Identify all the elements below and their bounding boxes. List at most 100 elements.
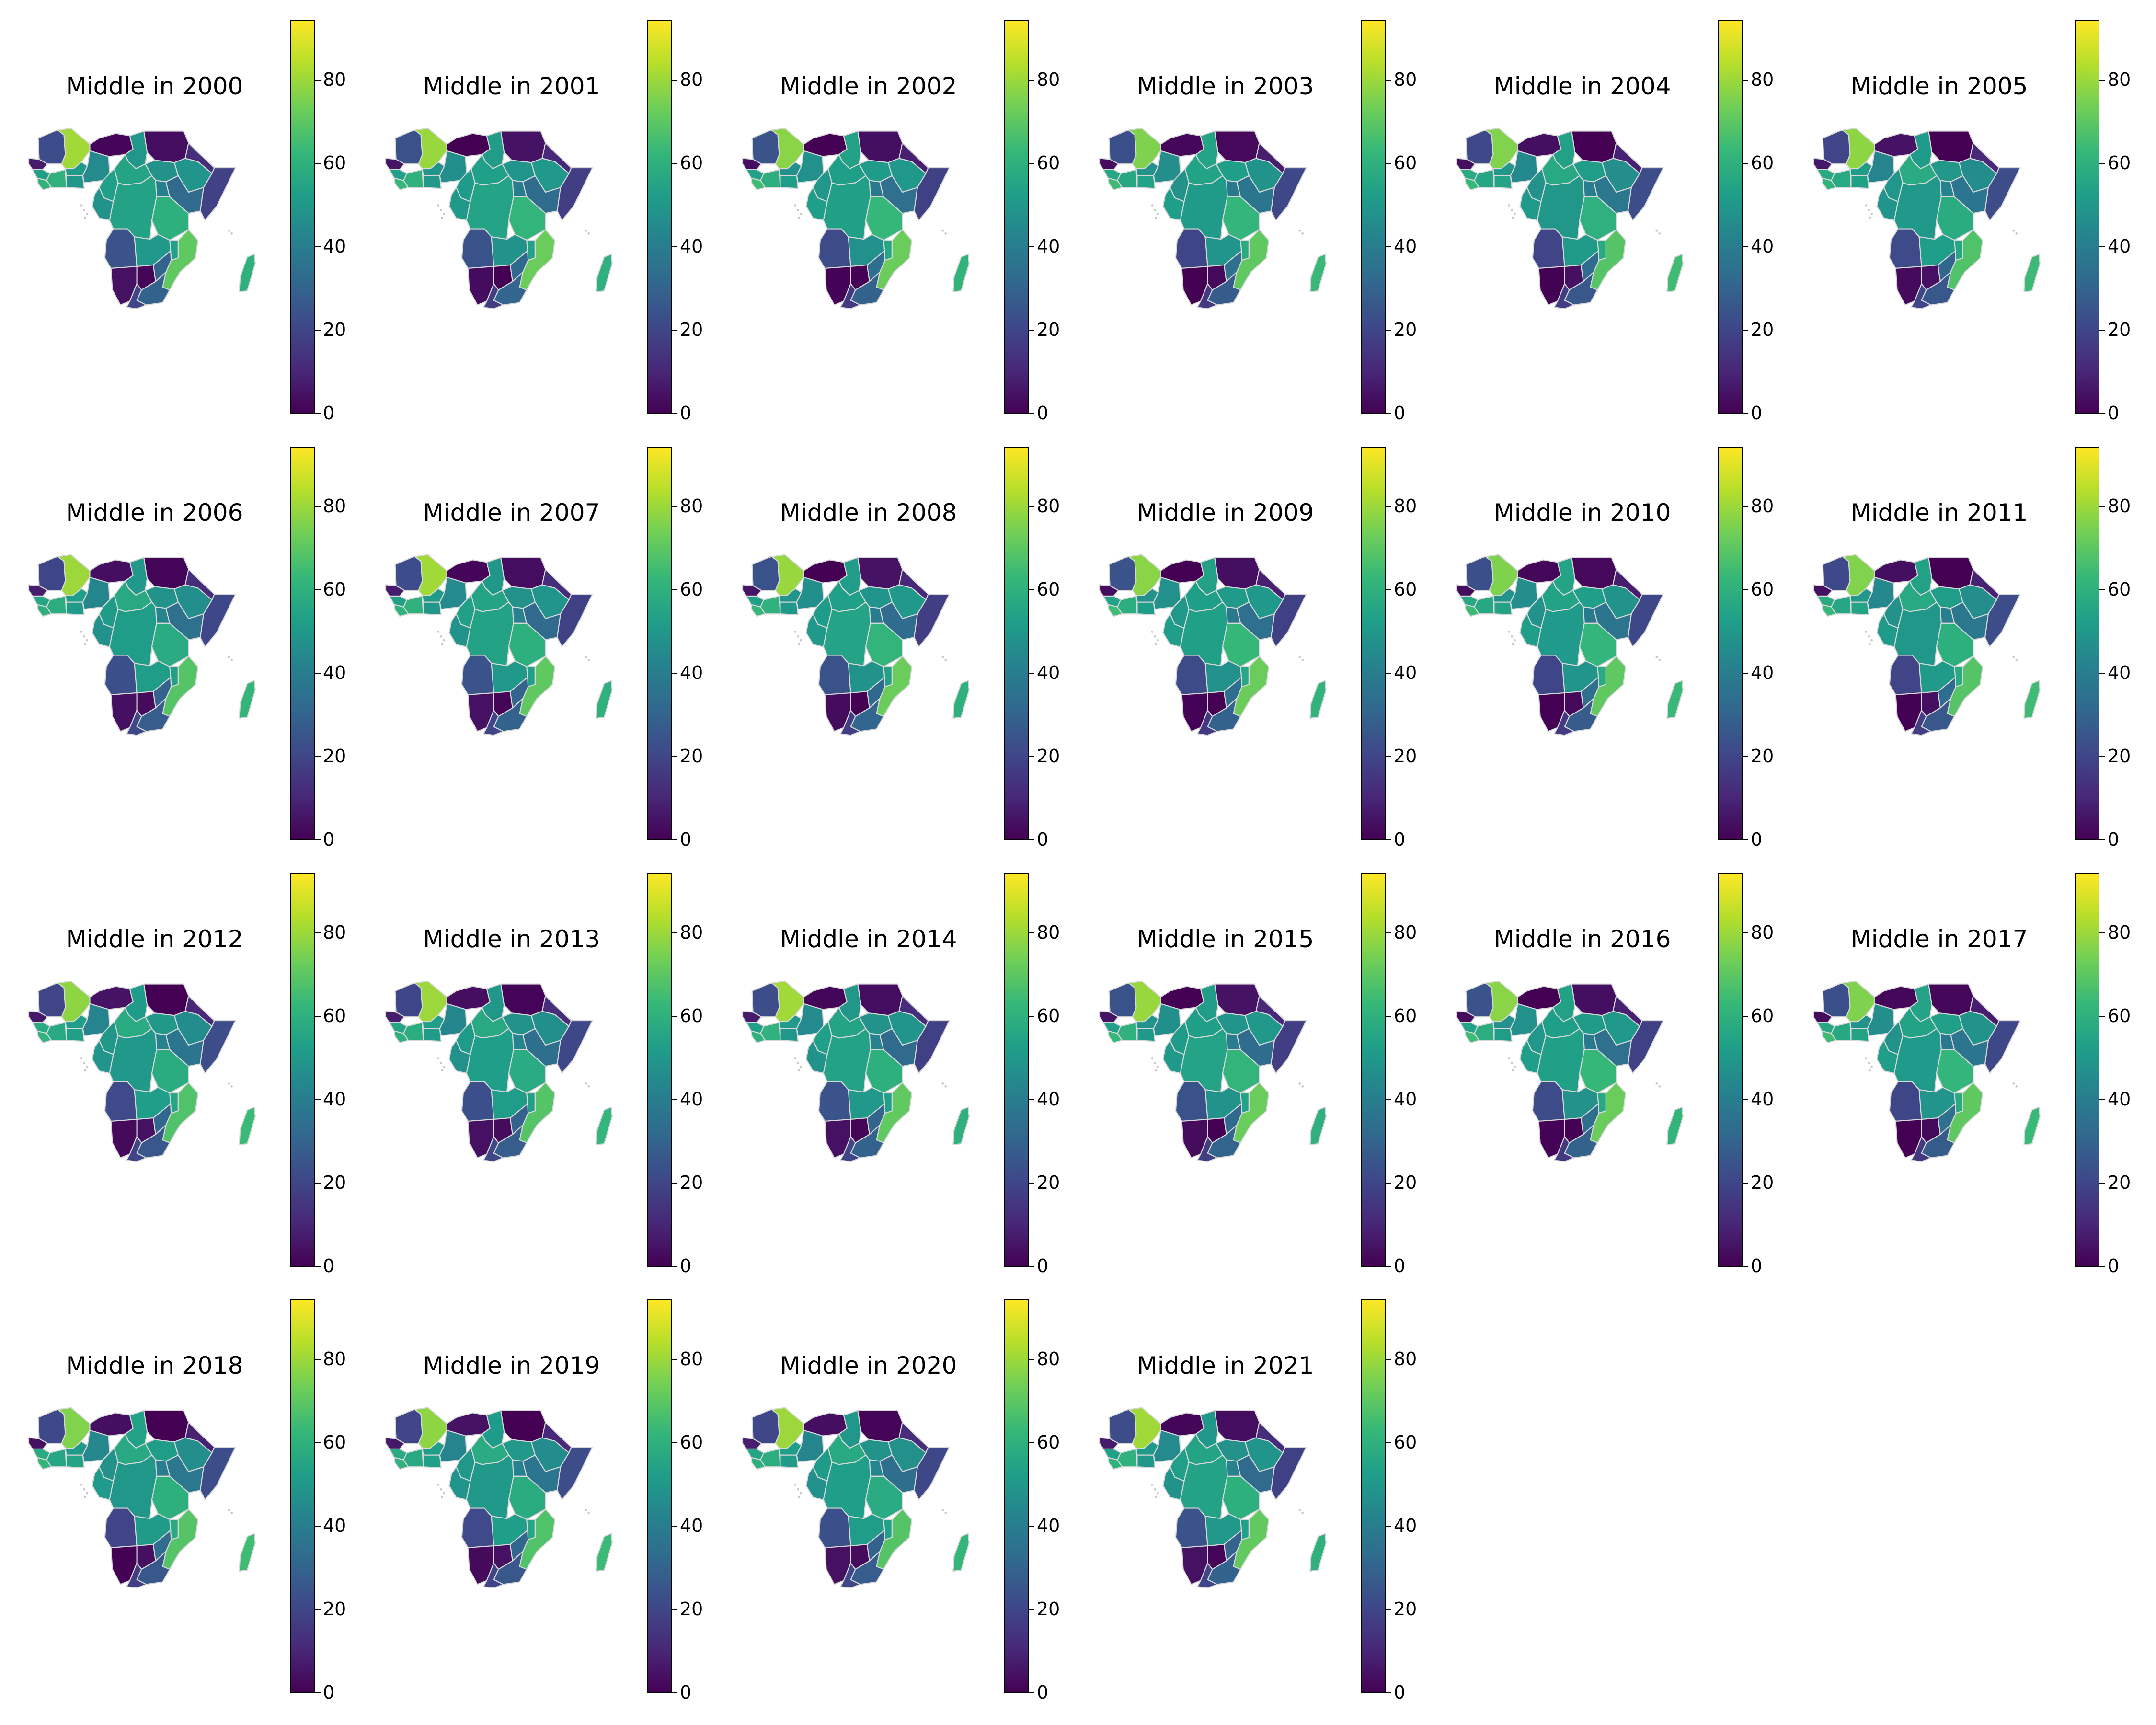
colorbar-tick: [1743, 756, 1748, 757]
colorbar-tick-label: 20: [2108, 745, 2131, 767]
island-marker: [800, 212, 802, 215]
map-panel: Middle in 2014 0 20 40 60 80: [714, 853, 1071, 1279]
colorbar-tick: [1386, 1015, 1391, 1017]
colorbar-tick-label: 60: [1037, 1005, 1060, 1026]
island-marker: [941, 1509, 944, 1511]
region-cote-divoire: [403, 1022, 424, 1041]
region-south-africa-lowveld: [1553, 710, 1575, 736]
island-marker: [84, 1495, 87, 1498]
colorbar-tick-label: 20: [1394, 1172, 1417, 1193]
colorbar: [1361, 1300, 1386, 1693]
region-ghana-togo-benin: [1136, 1454, 1156, 1469]
colorbar-tick-label: 60: [323, 152, 346, 173]
region-madagascar: [1309, 680, 1327, 719]
colorbar-tick: [1743, 589, 1748, 590]
map-panel: Middle in 2020 0 20 40 60 80: [714, 1279, 1071, 1706]
island-marker: [944, 1512, 947, 1514]
region-angola: [1889, 655, 1922, 696]
colorbar-tick-label: 80: [323, 921, 346, 943]
colorbar-tick: [2099, 1182, 2105, 1184]
region-nigeria: [796, 1429, 824, 1463]
panel-title: Middle in 2018: [66, 1352, 243, 1380]
region-angola: [1889, 1081, 1922, 1122]
region-sierra-leone-liberia: [393, 177, 409, 191]
region-zimbabwe: [152, 250, 172, 282]
colorbar-tick-label: 40: [323, 1088, 346, 1110]
region-sierra-leone-liberia: [36, 1457, 52, 1470]
colorbar: [1718, 447, 1743, 840]
island-marker: [2015, 1085, 2018, 1088]
colorbar-tick: [1386, 1266, 1391, 1267]
region-south-africa-lowveld: [482, 1136, 504, 1162]
colorbar-tick-label: 80: [1751, 495, 1774, 517]
colorbar-tick-label: 80: [1037, 1348, 1060, 1369]
colorbar-tick: [2099, 246, 2105, 247]
colorbar-tick-label: 60: [1394, 1005, 1417, 1026]
colorbar-tick-label: 80: [680, 921, 703, 943]
island-marker: [228, 656, 230, 658]
panel-title: Middle in 2008: [780, 499, 957, 527]
colorbar-tick-label: 40: [1394, 235, 1417, 257]
island-marker: [437, 204, 440, 207]
colorbar-tick-label: 20: [1037, 1598, 1060, 1620]
island-marker: [800, 639, 802, 642]
colorbar-tick-label: 80: [323, 495, 346, 517]
region-mauritania: [1465, 129, 1494, 165]
colorbar: [2075, 447, 2099, 840]
region-cote-divoire: [46, 1022, 67, 1041]
colorbar-tick-label: 60: [2108, 152, 2131, 173]
region-angola: [461, 655, 494, 696]
region-sierra-leone-liberia: [1464, 604, 1480, 617]
region-gabon-congo: [92, 1466, 114, 1500]
colorbar-tick-label: 20: [1394, 1598, 1417, 1620]
colorbar-tick: [2099, 1266, 2105, 1267]
colorbar-tick-label: 20: [1037, 319, 1060, 340]
africa-choropleth-map: [742, 127, 970, 310]
island-marker: [1869, 1069, 1871, 1072]
region-nigeria: [439, 1003, 467, 1036]
colorbar-tick-label: 60: [323, 1431, 346, 1453]
island-marker: [1298, 1082, 1301, 1085]
island-marker: [587, 659, 590, 661]
panel-title: Middle in 2016: [1493, 925, 1671, 953]
colorbar: [647, 20, 672, 414]
island-marker: [1151, 204, 1154, 207]
panel-title: Middle in 2009: [1136, 499, 1314, 527]
colorbar-tick-label: 20: [1037, 745, 1060, 767]
island-marker: [86, 1492, 88, 1495]
panel-title: Middle in 2006: [66, 499, 243, 527]
region-cote-divoire: [760, 1022, 781, 1041]
colorbar-tick: [672, 329, 677, 331]
region-mauritania: [1108, 129, 1137, 165]
colorbar-tick-label: 20: [323, 1172, 346, 1193]
region-zimbabwe: [1580, 250, 1600, 282]
island-marker: [1512, 643, 1514, 645]
africa-choropleth-map: [28, 980, 256, 1162]
colorbar-tick-label: 0: [680, 829, 692, 850]
colorbar-tick: [1386, 162, 1391, 164]
colorbar-tick-label: 80: [1394, 921, 1417, 943]
region-cote-divoire: [1117, 1022, 1138, 1041]
region-nigeria: [82, 1003, 110, 1036]
island-marker: [585, 230, 587, 232]
colorbar-tick: [2099, 672, 2105, 674]
colorbar-tick: [1386, 932, 1391, 933]
colorbar-tick: [672, 246, 677, 247]
island-marker: [228, 230, 230, 232]
island-marker: [84, 643, 87, 645]
colorbar-tick: [672, 1358, 677, 1360]
region-ghana-togo-benin: [780, 1028, 799, 1042]
colorbar-tick-label: 0: [2108, 402, 2120, 424]
island-marker: [83, 208, 86, 211]
region-sudan: [1571, 557, 1617, 590]
colorbar-tick-label: 0: [1394, 1682, 1406, 1703]
colorbar-tick: [2099, 1099, 2105, 1100]
region-sudan: [857, 1410, 903, 1443]
colorbar-tick: [1743, 162, 1748, 164]
colorbar-tick: [2099, 1015, 2105, 1017]
colorbar-tick: [1743, 1182, 1748, 1184]
region-madagascar: [2023, 1106, 2041, 1146]
colorbar: [1004, 447, 1029, 840]
region-south-africa-lowveld: [1553, 1136, 1575, 1162]
region-zimbabwe: [509, 1103, 529, 1135]
